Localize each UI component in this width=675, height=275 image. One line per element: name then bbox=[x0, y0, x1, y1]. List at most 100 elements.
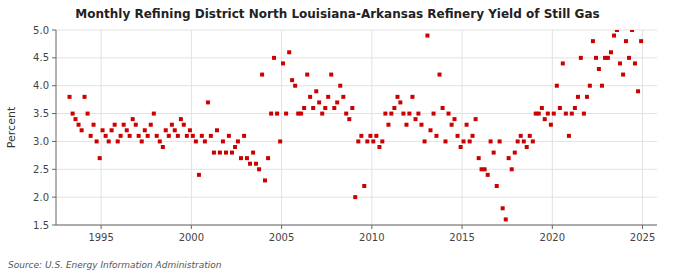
point bbox=[368, 134, 372, 138]
point bbox=[107, 139, 111, 143]
y-axis-label: Percent bbox=[5, 106, 18, 148]
point bbox=[419, 123, 423, 127]
point bbox=[122, 123, 126, 127]
point bbox=[450, 123, 454, 127]
point bbox=[630, 30, 634, 32]
point bbox=[170, 123, 174, 127]
point bbox=[365, 139, 369, 143]
point bbox=[558, 106, 562, 110]
point bbox=[438, 73, 442, 77]
point bbox=[594, 56, 598, 60]
point bbox=[350, 106, 354, 110]
x-tick-label: 2025 bbox=[630, 232, 655, 243]
point bbox=[459, 145, 463, 149]
point bbox=[245, 156, 249, 160]
chart-title: Monthly Refining District North Louisian… bbox=[75, 7, 599, 21]
point bbox=[347, 117, 351, 121]
point bbox=[383, 112, 387, 116]
axes: 19952000200520102015202020251.52.02.53.0… bbox=[33, 25, 655, 244]
point bbox=[275, 112, 279, 116]
y-tick bbox=[52, 197, 56, 198]
y-tick bbox=[52, 169, 56, 170]
point bbox=[242, 134, 246, 138]
point bbox=[513, 151, 517, 155]
points bbox=[68, 30, 644, 221]
point bbox=[543, 117, 547, 121]
point bbox=[612, 34, 616, 38]
point bbox=[516, 139, 520, 143]
point bbox=[101, 128, 105, 132]
point bbox=[425, 34, 429, 38]
point bbox=[269, 112, 273, 116]
point bbox=[164, 128, 168, 132]
point bbox=[627, 56, 631, 60]
x-tick-label: 1995 bbox=[88, 232, 113, 243]
point bbox=[314, 89, 318, 93]
point bbox=[495, 184, 499, 188]
x-grid-line bbox=[191, 30, 192, 225]
point bbox=[218, 151, 222, 155]
point bbox=[428, 128, 432, 132]
point bbox=[308, 95, 312, 99]
point bbox=[410, 95, 414, 99]
point bbox=[414, 117, 418, 121]
point bbox=[447, 112, 451, 116]
point bbox=[456, 134, 460, 138]
point bbox=[182, 123, 186, 127]
point bbox=[338, 84, 342, 88]
point bbox=[173, 128, 177, 132]
point bbox=[95, 139, 99, 143]
point bbox=[254, 162, 258, 166]
y-tick-label: 4.0 bbox=[33, 80, 49, 91]
point bbox=[537, 112, 541, 116]
point bbox=[353, 195, 357, 199]
point bbox=[227, 134, 231, 138]
point bbox=[326, 95, 330, 99]
point bbox=[471, 134, 475, 138]
point bbox=[221, 139, 225, 143]
y-grid-line bbox=[56, 85, 657, 86]
point bbox=[134, 123, 138, 127]
grid bbox=[56, 30, 657, 225]
point bbox=[392, 106, 396, 110]
point bbox=[266, 156, 270, 160]
point bbox=[191, 134, 195, 138]
point bbox=[443, 139, 447, 143]
point bbox=[73, 117, 77, 121]
point bbox=[320, 112, 324, 116]
point bbox=[143, 128, 147, 132]
point bbox=[260, 73, 264, 77]
point bbox=[80, 128, 84, 132]
point bbox=[465, 123, 469, 127]
point bbox=[597, 67, 601, 71]
point bbox=[474, 117, 478, 121]
x-axis-line bbox=[56, 225, 657, 226]
y-grid-line bbox=[56, 169, 657, 170]
point bbox=[609, 50, 613, 54]
point bbox=[528, 134, 532, 138]
point bbox=[555, 84, 559, 88]
point bbox=[317, 100, 321, 104]
point bbox=[504, 217, 508, 221]
y-tick bbox=[52, 113, 56, 114]
point bbox=[194, 139, 198, 143]
point bbox=[483, 167, 487, 171]
point bbox=[540, 106, 544, 110]
point bbox=[585, 95, 589, 99]
point bbox=[305, 73, 309, 77]
point bbox=[89, 134, 93, 138]
x-tick bbox=[101, 225, 102, 229]
point bbox=[131, 117, 135, 121]
point bbox=[128, 134, 132, 138]
point bbox=[468, 139, 472, 143]
point bbox=[71, 112, 75, 116]
point bbox=[510, 167, 514, 171]
point bbox=[600, 84, 604, 88]
point bbox=[531, 139, 535, 143]
point bbox=[639, 39, 643, 43]
point bbox=[416, 112, 420, 116]
y-tick-label: 5.0 bbox=[33, 25, 49, 36]
point bbox=[290, 78, 294, 82]
point bbox=[356, 139, 360, 143]
point bbox=[576, 95, 580, 99]
